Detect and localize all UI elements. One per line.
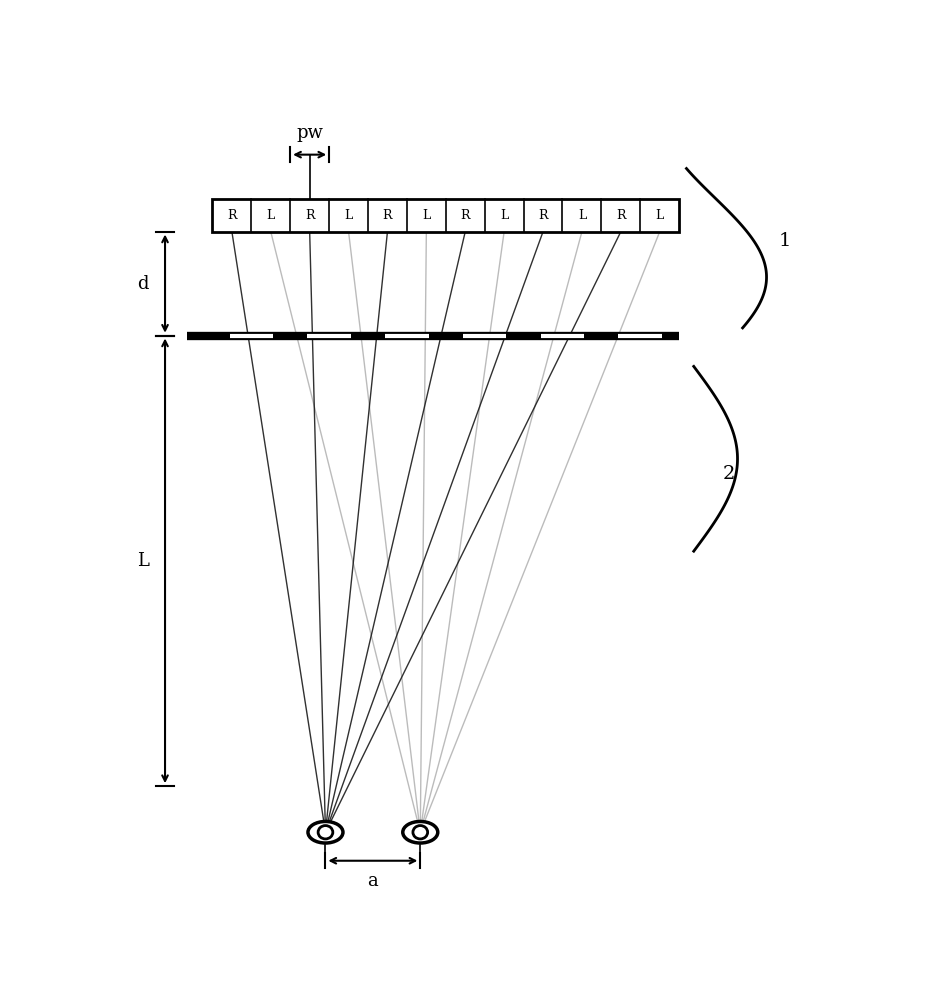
Text: L: L (500, 209, 508, 222)
Text: R: R (305, 209, 314, 222)
Bar (213, 199, 679, 232)
Text: L: L (656, 209, 663, 222)
Text: R: R (383, 209, 392, 222)
Text: R: R (616, 209, 626, 222)
Text: R: R (227, 209, 236, 222)
Text: L: L (578, 209, 586, 222)
Text: 1: 1 (779, 232, 791, 250)
Text: L: L (266, 209, 275, 222)
Text: L: L (137, 552, 149, 570)
Text: R: R (460, 209, 470, 222)
Ellipse shape (308, 821, 343, 843)
Text: pw: pw (296, 124, 323, 142)
Text: a: a (368, 872, 378, 890)
Ellipse shape (403, 821, 438, 843)
Text: L: L (344, 209, 353, 222)
Text: R: R (538, 209, 548, 222)
Text: d: d (137, 275, 149, 293)
Text: 2: 2 (723, 465, 735, 483)
Text: L: L (423, 209, 430, 222)
Ellipse shape (413, 826, 427, 839)
Ellipse shape (318, 826, 333, 839)
